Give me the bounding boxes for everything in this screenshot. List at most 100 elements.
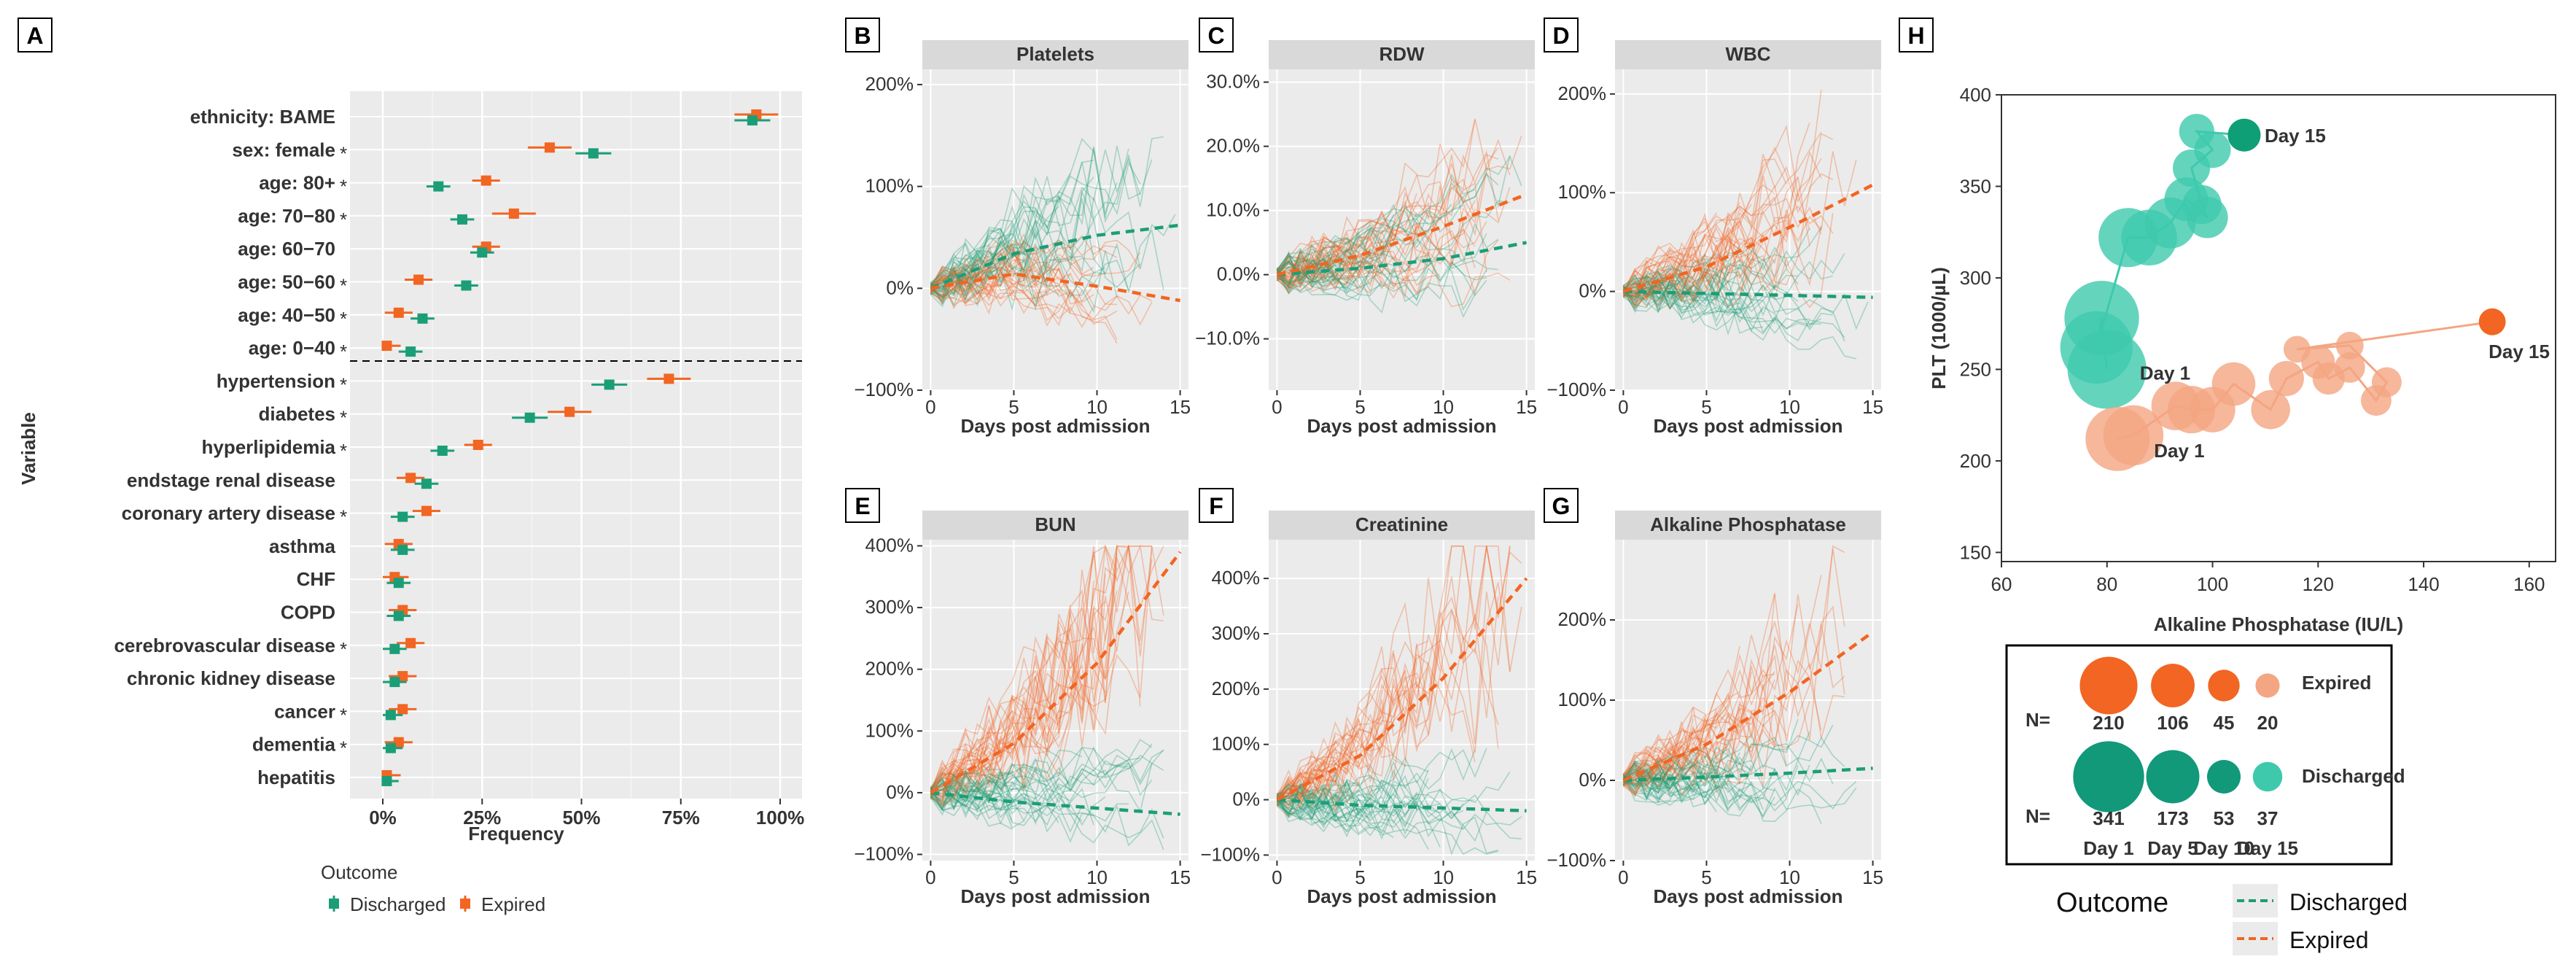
size-legend-count-discharged: 341 bbox=[2093, 807, 2124, 829]
trace-expired bbox=[1277, 641, 1417, 796]
x-axis-label: Days post admission bbox=[1653, 415, 1842, 437]
trace-discharged bbox=[930, 233, 1013, 298]
trace-discharged bbox=[930, 150, 1141, 287]
panel-h-x-axis-label: Alkaline Phosphatase (IU/L) bbox=[2154, 613, 2403, 635]
trace-discharged bbox=[1623, 279, 1764, 334]
trace-discharged bbox=[1622, 279, 1775, 325]
trace-expired bbox=[1277, 597, 1499, 799]
trace-discharged bbox=[930, 772, 1036, 811]
trace-expired bbox=[1622, 89, 1822, 298]
trace-expired bbox=[930, 696, 1001, 794]
trace-expired bbox=[1622, 209, 1799, 292]
trace-expired bbox=[1623, 731, 1683, 782]
panel-h-x-tick-label: 80 bbox=[2096, 573, 2117, 595]
trace-expired bbox=[930, 605, 1071, 799]
size-legend-circle-expired bbox=[2079, 656, 2138, 715]
significance-star: * bbox=[340, 176, 347, 198]
trace-discharged bbox=[1276, 204, 1464, 274]
trajectory-point-expired bbox=[2251, 389, 2290, 430]
size-legend-day-label: Day 1 bbox=[2083, 837, 2133, 859]
legend-marker-discharged bbox=[329, 899, 339, 909]
size-legend-circle-expired bbox=[2255, 673, 2280, 698]
x-tick-label: 5 bbox=[1355, 866, 1365, 888]
panel-h-x-tick-label: 60 bbox=[1991, 573, 2012, 595]
trace-expired bbox=[1623, 669, 1775, 780]
panel-a-row-label: age: 0−40 bbox=[249, 337, 335, 359]
trace-expired bbox=[1623, 222, 1787, 308]
panel-a-row: age: 80+ * bbox=[259, 172, 500, 198]
panel-a-row-label: cerebrovascular disease bbox=[114, 634, 335, 656]
trace-expired bbox=[1622, 691, 1787, 776]
trace-expired bbox=[1277, 734, 1359, 802]
x-tick-label: 0 bbox=[1618, 396, 1628, 418]
trace-discharged bbox=[1276, 770, 1359, 817]
trace-discharged bbox=[1276, 261, 1487, 303]
trace-discharged bbox=[1276, 779, 1441, 815]
trace-discharged bbox=[1623, 268, 1729, 296]
panel-a-row: cancer * bbox=[274, 700, 417, 726]
trace-discharged bbox=[930, 779, 989, 804]
trace-expired bbox=[930, 254, 1071, 299]
panel-a-row: hyperlipidemia * bbox=[202, 436, 492, 462]
trace-expired bbox=[930, 546, 1153, 804]
panel-a-row-label: CHF bbox=[297, 568, 335, 590]
trace-discharged bbox=[930, 782, 1164, 844]
trace-discharged bbox=[1622, 227, 1822, 296]
trace-discharged bbox=[930, 230, 1083, 295]
trace-discharged bbox=[930, 778, 1094, 834]
trace-expired bbox=[930, 543, 1164, 791]
panel-h-outcome-legend: Outcome Discharged Expired bbox=[2056, 884, 2408, 955]
trace-discharged bbox=[1622, 769, 1717, 799]
significance-star: * bbox=[340, 407, 347, 429]
outcome-legend-label-discharged: Discharged bbox=[2289, 889, 2408, 915]
y-tick-label: −10.0% bbox=[1195, 327, 1260, 349]
panel-a-row-label: age: 70−80 bbox=[238, 205, 335, 227]
trace-expired bbox=[1276, 257, 1324, 279]
y-tick-label: 100% bbox=[865, 719, 914, 741]
point-discharged bbox=[393, 578, 404, 589]
point-expired bbox=[421, 505, 432, 516]
panel-h-size-legend: Expired Discharged N= N= 210 106 45 20 341 Da… bbox=[2005, 644, 2405, 866]
trace-expired bbox=[1622, 205, 1834, 300]
trace-expired bbox=[1276, 683, 1394, 806]
point-discharged bbox=[389, 677, 400, 688]
day-annotation: Day 15 bbox=[2489, 341, 2550, 362]
size-legend-count-expired: 45 bbox=[2214, 712, 2235, 734]
panel-a-row-label: sex: female bbox=[232, 139, 335, 160]
trace-discharged bbox=[1276, 233, 1487, 294]
x-axis-label: Days post admission bbox=[1307, 885, 1496, 907]
trace-discharged bbox=[1623, 762, 1810, 804]
trace-discharged bbox=[1276, 248, 1347, 280]
x-tick-label: 15 bbox=[1862, 396, 1883, 418]
panel-a-row: hepatitis bbox=[257, 767, 401, 788]
significance-star: * bbox=[340, 142, 347, 164]
trace-discharged bbox=[1276, 255, 1441, 301]
trace-discharged bbox=[1623, 270, 1799, 301]
trace-discharged bbox=[930, 230, 1013, 301]
point-discharged bbox=[421, 478, 432, 489]
trend-line-discharged bbox=[1277, 241, 1528, 276]
trace-expired bbox=[1623, 705, 1729, 785]
trajectory-point-discharged bbox=[2179, 114, 2214, 150]
trace-discharged bbox=[1276, 748, 1487, 815]
trace-expired bbox=[1276, 653, 1476, 818]
point-discharged bbox=[461, 280, 472, 291]
trace-expired bbox=[930, 238, 1141, 296]
panel-label-box bbox=[1544, 488, 1579, 523]
trace-discharged bbox=[1622, 275, 1799, 314]
trace-discharged bbox=[930, 757, 1059, 812]
y-tick-label: 0% bbox=[886, 781, 914, 803]
size-legend-count-discharged: 173 bbox=[2157, 807, 2188, 829]
panel-h-y-tick-label: 150 bbox=[1960, 541, 1991, 563]
trace-expired bbox=[930, 243, 1024, 288]
point-discharged bbox=[381, 776, 392, 786]
size-legend-circles bbox=[2073, 656, 2283, 812]
trace-discharged bbox=[930, 230, 1001, 291]
trace-discharged bbox=[1276, 272, 1359, 296]
trace-discharged bbox=[1276, 222, 1499, 284]
size-legend-count-discharged: 53 bbox=[2214, 807, 2235, 829]
trajectory-point-expired bbox=[2371, 367, 2402, 397]
trace-discharged bbox=[1622, 249, 1845, 303]
